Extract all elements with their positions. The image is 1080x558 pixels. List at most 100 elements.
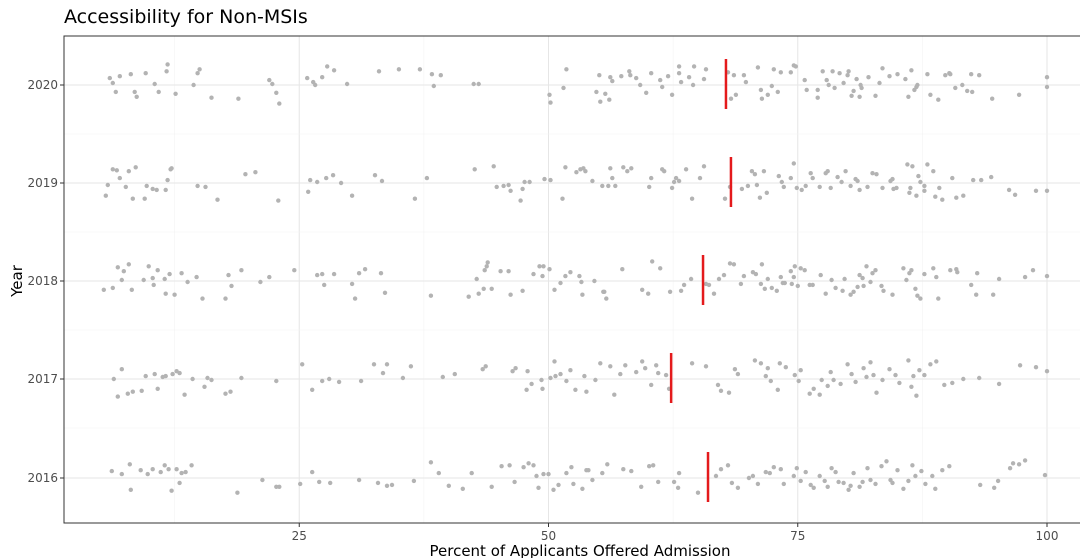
data-point bbox=[352, 296, 358, 301]
data-point bbox=[300, 362, 305, 367]
y-axis: 2016 2017 2018 2019 2020 bbox=[27, 78, 64, 485]
data-point bbox=[429, 72, 435, 77]
data-point bbox=[681, 282, 687, 288]
data-point bbox=[460, 486, 465, 491]
data-point bbox=[313, 82, 318, 88]
data-point bbox=[195, 183, 200, 189]
data-point bbox=[916, 173, 921, 179]
data-point bbox=[683, 167, 689, 172]
data-point bbox=[534, 473, 539, 479]
data-point bbox=[697, 175, 703, 181]
data-point bbox=[619, 74, 624, 79]
data-point bbox=[239, 268, 244, 273]
data-point bbox=[829, 277, 834, 283]
data-point bbox=[825, 169, 830, 174]
data-point bbox=[752, 358, 758, 363]
data-point bbox=[910, 164, 915, 169]
data-point bbox=[173, 91, 178, 97]
data-point bbox=[741, 273, 747, 279]
data-point bbox=[798, 368, 803, 373]
data-point bbox=[990, 96, 995, 101]
data-point bbox=[854, 76, 859, 82]
data-point bbox=[165, 177, 170, 183]
data-point bbox=[701, 76, 707, 82]
data-point bbox=[485, 260, 490, 265]
data-point bbox=[913, 286, 918, 291]
data-point bbox=[384, 362, 390, 367]
data-point bbox=[209, 377, 214, 383]
data-point bbox=[610, 175, 615, 181]
data-point bbox=[798, 478, 803, 484]
data-point bbox=[765, 92, 770, 98]
data-point bbox=[755, 481, 761, 487]
data-point bbox=[880, 66, 885, 71]
data-point bbox=[128, 487, 133, 492]
data-point bbox=[868, 279, 873, 285]
data-point bbox=[857, 272, 862, 278]
data-point bbox=[623, 363, 628, 368]
data-point bbox=[936, 97, 941, 102]
data-point bbox=[703, 67, 709, 72]
data-point bbox=[638, 82, 643, 88]
data-point bbox=[851, 289, 856, 294]
data-point bbox=[1012, 192, 1018, 197]
data-point bbox=[101, 287, 107, 292]
data-point bbox=[612, 392, 617, 397]
data-point bbox=[715, 382, 721, 388]
data-point bbox=[195, 71, 200, 76]
data-point bbox=[908, 185, 913, 191]
data-point bbox=[536, 485, 541, 490]
data-point bbox=[774, 288, 779, 293]
data-point bbox=[608, 364, 613, 369]
data-point bbox=[743, 79, 749, 85]
data-point bbox=[722, 196, 728, 201]
data-point bbox=[884, 459, 889, 464]
data-point bbox=[735, 485, 741, 490]
data-point bbox=[750, 473, 756, 479]
data-point bbox=[931, 169, 936, 174]
data-point bbox=[331, 68, 337, 73]
data-point bbox=[824, 77, 829, 83]
data-point bbox=[934, 359, 939, 364]
data-point bbox=[117, 175, 123, 181]
data-point bbox=[202, 384, 207, 389]
data-point bbox=[651, 463, 656, 468]
data-point bbox=[808, 482, 813, 488]
data-point bbox=[665, 74, 671, 79]
data-point bbox=[807, 391, 812, 396]
data-point bbox=[857, 484, 862, 489]
data-point bbox=[130, 196, 135, 201]
data-point bbox=[658, 77, 663, 83]
data-point bbox=[569, 465, 574, 470]
data-point bbox=[817, 184, 822, 190]
data-point bbox=[223, 391, 228, 396]
data-point bbox=[771, 465, 776, 470]
data-point bbox=[996, 276, 1002, 282]
data-point bbox=[476, 81, 481, 87]
data-point bbox=[253, 170, 258, 175]
data-point bbox=[510, 369, 515, 374]
data-point bbox=[547, 92, 552, 98]
data-point bbox=[832, 85, 837, 91]
data-point bbox=[678, 288, 684, 293]
data-point bbox=[905, 162, 910, 167]
data-point bbox=[749, 169, 755, 174]
data-point bbox=[915, 82, 920, 88]
data-point bbox=[594, 89, 599, 95]
data-point bbox=[228, 389, 233, 394]
data-point bbox=[568, 368, 573, 373]
data-point bbox=[424, 175, 430, 181]
data-point bbox=[499, 464, 504, 469]
data-point bbox=[111, 376, 117, 382]
data-point bbox=[146, 264, 151, 269]
data-point bbox=[603, 91, 608, 97]
data-point bbox=[438, 73, 443, 78]
data-point bbox=[978, 482, 983, 488]
data-point bbox=[522, 179, 527, 185]
data-point bbox=[236, 96, 241, 101]
data-point bbox=[820, 69, 825, 74]
data-point bbox=[732, 367, 738, 372]
data-point bbox=[895, 468, 900, 473]
data-point bbox=[977, 375, 982, 381]
data-point bbox=[933, 194, 938, 199]
